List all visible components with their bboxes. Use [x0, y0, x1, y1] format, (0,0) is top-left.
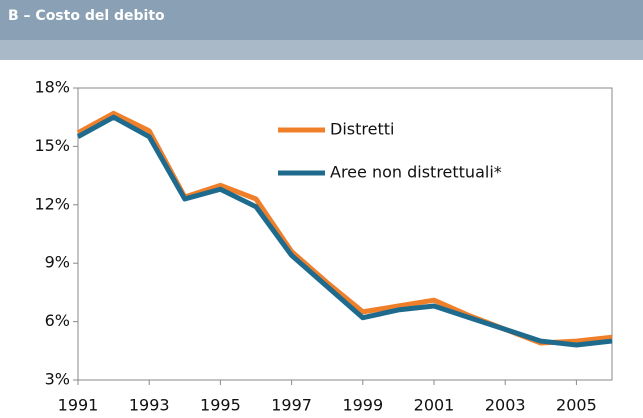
x-tick-label: 1995	[200, 396, 241, 415]
legend-label: Aree non distrettuali*	[330, 163, 502, 182]
legend-label: Distretti	[330, 120, 394, 139]
x-tick-label: 2003	[485, 396, 526, 415]
series-line	[76, 114, 613, 348]
y-tick-label: 15%	[34, 136, 70, 155]
x-tick-label: 1991	[58, 396, 99, 415]
header-bar	[0, 0, 643, 40]
y-tick-label: 18%	[34, 78, 70, 97]
x-tick-label: 2005	[556, 396, 597, 415]
y-tick-label: 3%	[45, 370, 70, 389]
x-tick-label: 2001	[414, 396, 455, 415]
plot-frame	[77, 87, 613, 381]
y-tick-label: 6%	[45, 311, 70, 330]
x-tick-label: 1999	[342, 396, 383, 415]
x-tick-label: 1993	[129, 396, 170, 415]
x-tick-label: 1997	[271, 396, 312, 415]
chart-title: B – Costo del debito	[8, 8, 165, 24]
y-tick-label: 9%	[45, 253, 70, 272]
y-tick-label: 12%	[34, 194, 70, 213]
